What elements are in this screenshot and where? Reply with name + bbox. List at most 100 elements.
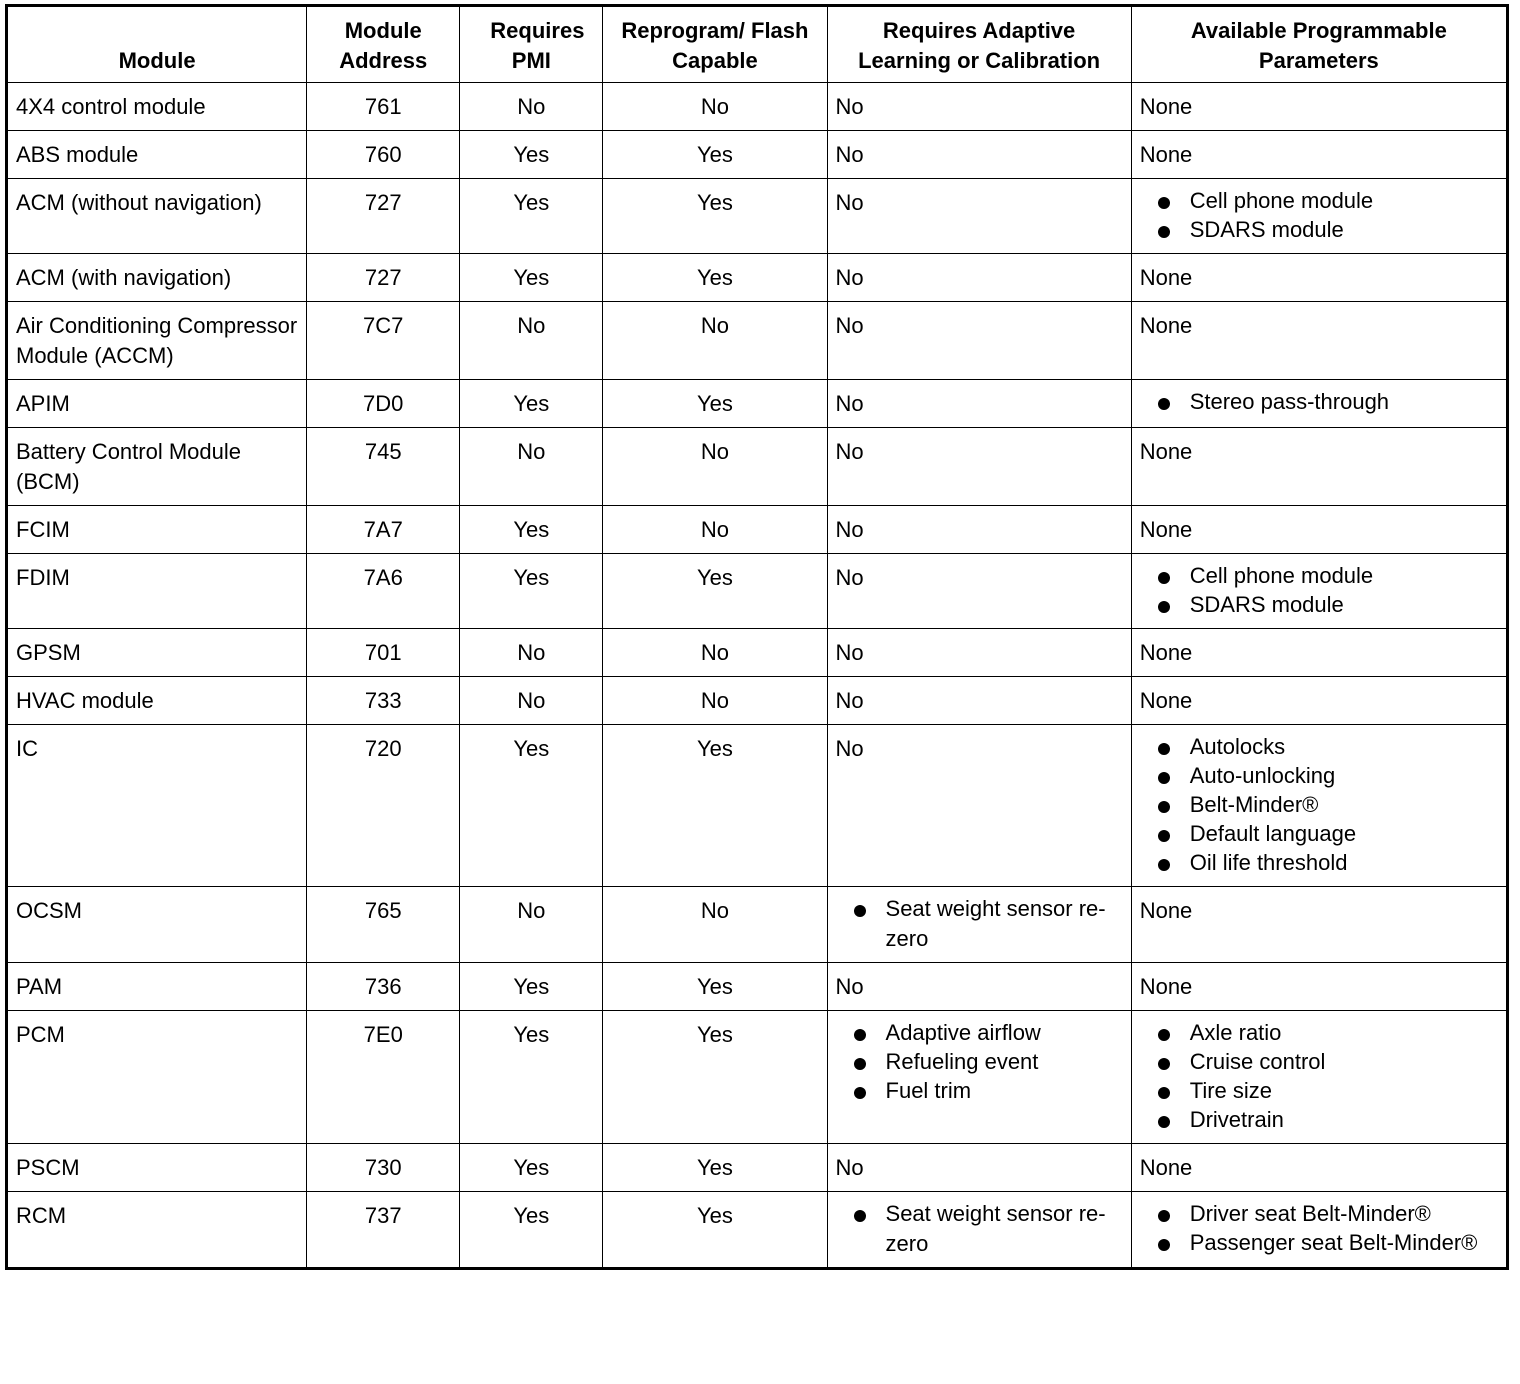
- cell-adaptive: No: [826, 379, 1132, 428]
- cell-adaptive: Seat weight sensor re-zero: [826, 886, 1132, 963]
- cell-params: None: [1130, 962, 1509, 1011]
- cell-flash: No: [602, 427, 828, 506]
- cell-pmi: Yes: [459, 724, 604, 887]
- cell-adaptive: Adaptive airflow Refueling event Fuel trim: [826, 1010, 1132, 1144]
- bullet-item: SDARS module: [1140, 215, 1498, 245]
- cell-address: 745: [306, 427, 461, 506]
- header-row: Module Module Address Requires PMI Repro…: [5, 5, 1509, 83]
- cell-pmi: Yes: [459, 1010, 604, 1144]
- cell-adaptive: No: [826, 676, 1132, 725]
- bullet-text: Refueling event: [885, 1049, 1039, 1074]
- cell-module: Air Conditioning Compressor Module (ACCM…: [5, 301, 308, 380]
- cell-module: FCIM: [5, 505, 308, 554]
- bullet-text: Belt-Minder®: [1189, 792, 1319, 817]
- bullet-list: Seat weight sensor re-zero: [836, 1199, 1123, 1259]
- bullet-text: Fuel trim: [885, 1078, 972, 1103]
- cell-adaptive: No: [826, 628, 1132, 677]
- header-flash: Reprogram/ Flash Capable: [602, 5, 828, 83]
- cell-address: 730: [306, 1143, 461, 1192]
- cell-address: 7A6: [306, 553, 461, 629]
- cell-pmi: Yes: [459, 130, 604, 179]
- table-row: 4X4 control module 761 No No No None: [5, 82, 1509, 131]
- cell-params: None: [1130, 628, 1509, 677]
- cell-params: None: [1130, 82, 1509, 131]
- cell-flash: No: [602, 628, 828, 677]
- bullet-text: Seat weight sensor re-zero: [885, 896, 1106, 951]
- cell-flash: No: [602, 676, 828, 725]
- cell-module: Battery Control Module (BCM): [5, 427, 308, 506]
- cell-params: Stereo pass-through: [1130, 379, 1509, 428]
- cell-flash: Yes: [602, 379, 828, 428]
- table-row: ABS module 760 Yes Yes No None: [5, 130, 1509, 179]
- cell-params: Autolocks Auto-unlocking Belt-Minder® Defau…: [1130, 724, 1509, 887]
- bullet-item: Drivetrain: [1140, 1105, 1498, 1135]
- cell-params: None: [1130, 886, 1509, 963]
- cell-flash: No: [602, 82, 828, 131]
- cell-module: PAM: [5, 962, 308, 1011]
- bullet-text: Oil life threshold: [1189, 850, 1348, 875]
- cell-adaptive: No: [826, 253, 1132, 302]
- cell-adaptive: No: [826, 178, 1132, 254]
- cell-adaptive: No: [826, 130, 1132, 179]
- table-row: OCSM 765 No No Seat weight sensor re-zero Non…: [5, 886, 1509, 963]
- cell-address: 7C7: [306, 301, 461, 380]
- bullet-list: Axle ratio Cruise control Tire size Drivetr…: [1140, 1018, 1498, 1135]
- bullet-item: Cruise control: [1140, 1047, 1498, 1077]
- bullet-text: Seat weight sensor re-zero: [885, 1201, 1106, 1256]
- cell-pmi: Yes: [459, 505, 604, 554]
- cell-adaptive: No: [826, 82, 1132, 131]
- cell-address: 737: [306, 1191, 461, 1269]
- bullet-text: Passenger seat Belt-Minder®: [1189, 1230, 1478, 1255]
- cell-pmi: No: [459, 676, 604, 725]
- cell-adaptive: Seat weight sensor re-zero: [826, 1191, 1132, 1269]
- cell-address: 736: [306, 962, 461, 1011]
- header-module: Module: [5, 5, 308, 83]
- cell-flash: Yes: [602, 253, 828, 302]
- table-row: Battery Control Module (BCM) 745 No No No Non…: [5, 427, 1509, 506]
- bullet-item: Cell phone module: [1140, 561, 1498, 591]
- cell-params: None: [1130, 427, 1509, 506]
- cell-address: 7A7: [306, 505, 461, 554]
- table-row: GPSM 701 No No No None: [5, 628, 1509, 677]
- cell-flash: Yes: [602, 1143, 828, 1192]
- table-row: IC 720 Yes Yes No Autolocks Auto-unlocking Belt…: [5, 724, 1509, 887]
- cell-module: GPSM: [5, 628, 308, 677]
- bullet-item: Driver seat Belt-Minder®: [1140, 1199, 1498, 1229]
- bullet-text: Cell phone module: [1189, 188, 1374, 213]
- bullet-item: Cell phone module: [1140, 186, 1498, 216]
- bullet-text: Driver seat Belt-Minder®: [1189, 1201, 1431, 1226]
- cell-flash: Yes: [602, 1191, 828, 1269]
- bullet-item: SDARS module: [1140, 590, 1498, 620]
- cell-params: None: [1130, 1143, 1509, 1192]
- cell-params: Driver seat Belt-Minder® Passenger seat B…: [1130, 1191, 1509, 1269]
- bullet-text: SDARS module: [1189, 217, 1344, 242]
- bullet-text: SDARS module: [1189, 592, 1344, 617]
- cell-flash: No: [602, 886, 828, 963]
- bullet-item: Seat weight sensor re-zero: [836, 1199, 1123, 1259]
- bullet-item: Adaptive airflow: [836, 1018, 1123, 1048]
- cell-adaptive: No: [826, 301, 1132, 380]
- cell-flash: No: [602, 301, 828, 380]
- cell-adaptive: No: [826, 724, 1132, 887]
- header-address: Module Address: [306, 5, 461, 83]
- cell-module: ACM (without navigation): [5, 178, 308, 254]
- cell-adaptive: No: [826, 1143, 1132, 1192]
- cell-pmi: Yes: [459, 1191, 604, 1269]
- cell-module: HVAC module: [5, 676, 308, 725]
- cell-params: Cell phone module SDARS module: [1130, 553, 1509, 629]
- cell-adaptive: No: [826, 427, 1132, 506]
- cell-address: 720: [306, 724, 461, 887]
- cell-pmi: Yes: [459, 178, 604, 254]
- table-row: Air Conditioning Compressor Module (ACCM…: [5, 301, 1509, 380]
- bullet-list: Cell phone module SDARS module: [1140, 186, 1498, 245]
- bullet-text: Axle ratio: [1189, 1020, 1282, 1045]
- bullet-item: Oil life threshold: [1140, 848, 1498, 878]
- table-row: PCM 7E0 Yes Yes Adaptive airflow Refueling ev…: [5, 1010, 1509, 1144]
- cell-params: Cell phone module SDARS module: [1130, 178, 1509, 254]
- module-table: Module Module Address Requires PMI Repro…: [5, 4, 1509, 1270]
- cell-module: IC: [5, 724, 308, 887]
- cell-address: 760: [306, 130, 461, 179]
- header-params: Available Programmable Parameters: [1130, 5, 1509, 83]
- cell-flash: No: [602, 505, 828, 554]
- bullet-item: Belt-Minder®: [1140, 790, 1498, 820]
